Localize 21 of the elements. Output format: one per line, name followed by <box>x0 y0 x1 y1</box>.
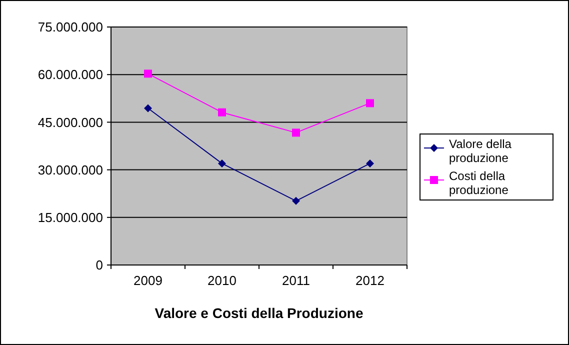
x-tick-label: 2012 <box>356 273 384 288</box>
point <box>292 128 300 137</box>
point <box>366 99 374 108</box>
point <box>292 196 300 205</box>
y-tick-label: 30.000.000 <box>38 162 103 178</box>
point <box>144 104 152 112</box>
x-tick-label: 2009 <box>134 273 162 288</box>
y-tick-label: 0 <box>96 258 103 273</box>
text: Valore e Costi della Produzione <box>154 305 364 321</box>
point <box>218 159 226 168</box>
point <box>144 70 152 78</box>
y-tick-label: 15.000.000 <box>38 210 103 225</box>
y-tick-label: 45.000.000 <box>38 114 103 130</box>
point <box>218 108 226 116</box>
y-tick-label: 75.000.000 <box>38 20 103 35</box>
point <box>366 159 374 168</box>
legend-label: Valore della produzione <box>449 137 512 165</box>
x-tick-label: 2010 <box>208 273 236 288</box>
legend-label: Costi della produzione <box>449 169 509 197</box>
y-tick-label: 60.000.000 <box>38 67 103 82</box>
x-tick-label: 2011 <box>282 273 310 288</box>
